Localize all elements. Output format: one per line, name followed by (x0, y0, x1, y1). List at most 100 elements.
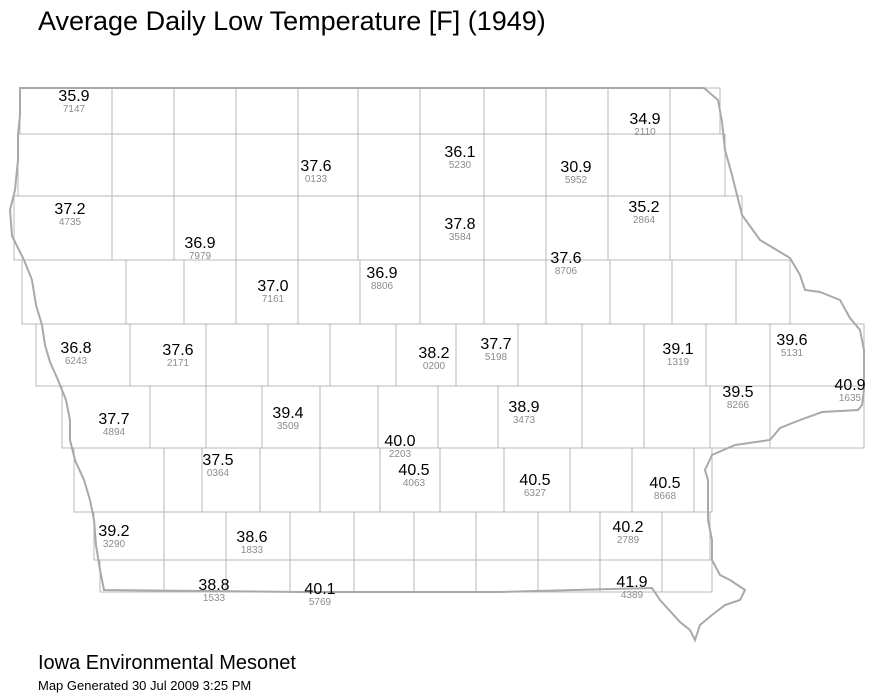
station-id: 2110 (634, 127, 656, 138)
county-polygon (693, 447, 713, 513)
county-polygon (419, 195, 485, 261)
county-polygon (163, 511, 227, 561)
county-polygon (149, 385, 207, 449)
station-value: 40.5 (519, 472, 550, 489)
station-value: 37.6 (162, 342, 193, 359)
county-polygon (359, 259, 421, 325)
county-polygon (769, 385, 865, 449)
station-id: 4389 (621, 590, 644, 601)
county-polygon (475, 511, 539, 561)
county-polygon (163, 447, 203, 513)
county-grid (13, 87, 865, 593)
county-polygon (329, 323, 397, 387)
county-polygon (235, 259, 299, 325)
station-id: 1533 (203, 593, 226, 604)
station-value: 36.8 (60, 340, 91, 357)
county-polygon (235, 133, 299, 197)
station-id: 0200 (423, 361, 446, 372)
station-id: 0133 (305, 174, 328, 185)
station-value: 30.9 (560, 159, 591, 176)
station-value: 36.9 (366, 265, 397, 282)
county-polygon (173, 87, 237, 135)
county-polygon (377, 385, 439, 449)
county-polygon (261, 385, 321, 449)
station-value: 37.7 (98, 411, 129, 428)
county-polygon (267, 323, 331, 387)
station-value: 37.2 (54, 201, 85, 218)
station-value: 38.6 (236, 529, 267, 546)
county-polygon (225, 511, 291, 561)
county-polygon (289, 511, 355, 561)
county-polygon (35, 323, 131, 387)
county-polygon (413, 511, 477, 561)
station-id: 2171 (167, 358, 190, 369)
county-polygon (353, 511, 415, 561)
station-value: 40.2 (612, 519, 643, 536)
station-id: 3290 (103, 539, 126, 550)
station-value: 38.8 (198, 577, 229, 594)
county-polygon (13, 195, 113, 261)
station-value: 40.5 (649, 475, 680, 492)
county-polygon (705, 323, 771, 387)
county-polygon (99, 559, 165, 593)
county-polygon (545, 259, 611, 325)
county-polygon (669, 133, 726, 197)
station-id: 5769 (309, 597, 332, 608)
station-id: 2864 (633, 215, 656, 226)
station-id: 1319 (667, 357, 690, 368)
station-id: 3584 (449, 232, 472, 243)
county-polygon (125, 259, 185, 325)
county-polygon (297, 87, 359, 135)
station-id: 8668 (654, 491, 677, 502)
county-polygon (21, 259, 127, 325)
county-polygon (205, 385, 263, 449)
county-polygon (93, 511, 165, 561)
county-polygon (357, 195, 421, 261)
county-polygon (735, 259, 791, 325)
county-polygon (599, 559, 663, 593)
county-polygon (769, 323, 865, 387)
county-polygon (235, 87, 299, 135)
county-polygon (661, 559, 713, 593)
county-polygon (545, 87, 609, 135)
footer-generated-date: Map Generated 30 Jul 2009 3:25 PM (38, 678, 252, 693)
county-polygon (413, 559, 477, 593)
county-polygon (643, 323, 707, 387)
station-id: 0364 (207, 468, 230, 479)
county-polygon (259, 447, 321, 513)
station-id: 4063 (403, 478, 426, 489)
station-value: 34.9 (629, 111, 660, 128)
station-value: 36.1 (444, 144, 475, 161)
county-polygon (297, 259, 361, 325)
station-value: 37.6 (300, 158, 331, 175)
station-value: 37.8 (444, 216, 475, 233)
station-id: 7979 (189, 251, 212, 262)
county-polygon (537, 511, 601, 561)
county-polygon (19, 87, 113, 135)
county-polygon (173, 195, 237, 261)
county-polygon (669, 195, 743, 261)
station-id: 4735 (59, 217, 82, 228)
county-polygon (129, 323, 207, 387)
station-value: 39.5 (722, 384, 753, 401)
county-polygon (455, 323, 519, 387)
county-polygon (61, 385, 151, 449)
station-id: 5230 (449, 160, 472, 171)
station-id: 1635 (839, 393, 862, 404)
map-title: Average Daily Low Temperature [F] (1949) (38, 6, 546, 36)
footer-organization: Iowa Environmental Mesonet (38, 652, 296, 674)
county-polygon (395, 323, 457, 387)
station-id: 7147 (63, 104, 86, 115)
county-polygon (661, 511, 711, 561)
county-polygon (475, 559, 539, 593)
station-value: 39.2 (98, 523, 129, 540)
county-polygon (205, 323, 269, 387)
station-id: 2789 (617, 535, 640, 546)
county-polygon (111, 133, 175, 197)
county-polygon (671, 259, 737, 325)
county-polygon (643, 385, 711, 449)
county-polygon (581, 385, 645, 449)
county-polygon (183, 259, 237, 325)
